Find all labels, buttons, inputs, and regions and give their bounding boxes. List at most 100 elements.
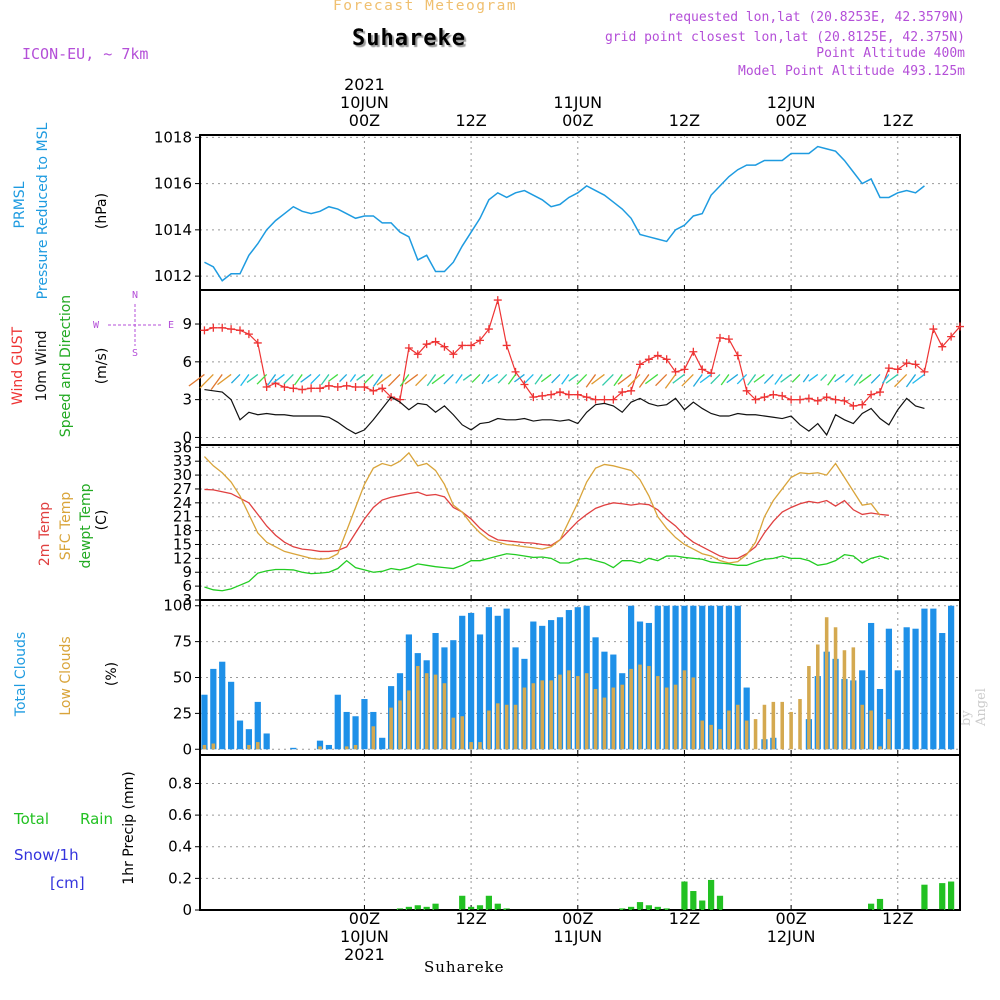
watermark: by Angel: [959, 688, 989, 726]
total-cloud-bar: [894, 670, 901, 750]
y-tick-label: 24: [173, 494, 192, 512]
wind-arrow: [791, 373, 801, 383]
total-cloud-bar: [485, 607, 492, 750]
low-cloud-bar: [469, 742, 473, 750]
y-tick-label: 12: [173, 549, 192, 567]
low-cloud-bar: [878, 746, 882, 750]
total-cloud-bar: [814, 676, 821, 750]
total-cloud-bar: [583, 605, 590, 750]
wind-arrow: [753, 373, 765, 383]
low-cloud-bar: [620, 684, 624, 750]
time-label-line: 12Z: [668, 909, 701, 928]
pressure-line: [204, 145, 925, 282]
low-cloud-bar: [442, 683, 447, 750]
total-cloud-bar: [352, 716, 359, 750]
gust-marker: [653, 351, 662, 360]
gust-marker: [751, 395, 760, 404]
wind-arrow: [534, 374, 543, 385]
wind-arrow: [844, 373, 854, 383]
total-cloud-bar: [565, 610, 572, 750]
gust-marker: [573, 390, 582, 399]
low-cloud-bar: [371, 726, 376, 750]
gust-marker: [938, 342, 947, 351]
y-tick-label: 36: [173, 438, 192, 456]
gust-marker: [360, 383, 369, 392]
total-cloud-bar: [699, 605, 706, 750]
gust-marker: [787, 395, 796, 404]
compass-arrows: [108, 304, 162, 346]
total-cloud-bar: [405, 634, 412, 750]
panel-frame: [199, 599, 961, 756]
time-label-line: 11JUN: [553, 927, 603, 946]
gust-marker: [262, 383, 271, 392]
wind-arrow: [497, 373, 508, 384]
gust-marker: [671, 367, 680, 376]
low-cloud-bar: [593, 688, 598, 750]
low-cloud-bar: [451, 717, 456, 750]
low-cloud-bar: [540, 680, 544, 750]
gust-marker: [956, 322, 964, 331]
total-cloud-bar: [476, 634, 484, 750]
total-cloud-bar: [325, 744, 332, 750]
requested-coords: requested lon,lat (20.8253E, 42.3579N): [667, 10, 965, 25]
gust-marker: [689, 347, 698, 356]
wind-arrow: [692, 374, 703, 387]
temp-2m-label: 2m Temp: [37, 501, 53, 567]
wind-arrow: [283, 373, 294, 385]
gust-marker: [813, 396, 822, 405]
pressure-label-2: Pressure Reduced to MSL: [35, 122, 51, 300]
wind-arrow: [710, 373, 721, 385]
wind-arrow: [617, 373, 632, 385]
low-cloud-bar: [344, 746, 349, 750]
y-tick-label: 0.8: [168, 774, 192, 792]
y-tick-label: 6: [182, 353, 192, 371]
gust-marker: [476, 336, 484, 345]
grid-point-coords: grid point closest lon,lat (20.8125E, 42…: [604, 30, 965, 45]
wind-arrow: [576, 373, 588, 385]
total-cloud-bar: [708, 605, 715, 750]
wind-arrow: [426, 374, 437, 387]
wind-arrow: [655, 373, 668, 387]
wind-arrow: [310, 373, 321, 385]
low-cloud-bar: [558, 674, 562, 750]
wind-arrow: [455, 374, 463, 384]
total-cloud-bar: [316, 740, 324, 750]
time-label: 00Z 12JUN: [746, 910, 836, 946]
gust-marker: [511, 367, 520, 376]
total-cloud-bar: [672, 605, 679, 750]
y-tick-label: 18: [173, 522, 192, 540]
wind-arrow: [339, 373, 348, 383]
y-tick-label: 1012: [154, 267, 192, 285]
y-tick-label: 100: [163, 597, 192, 615]
low-cloud-bar: [771, 701, 776, 750]
gust-marker: [227, 325, 236, 334]
y-tick-label: 1016: [154, 175, 192, 193]
low-cloud-bar: [762, 704, 767, 750]
wind-arrow: [399, 374, 410, 387]
pressure-label-1: PRMSL: [12, 181, 28, 229]
wind-arrow: [834, 373, 845, 383]
time-label-line: 10JUN: [340, 927, 389, 946]
time-label-line: 12Z: [455, 909, 487, 928]
wind-arrow: [471, 373, 481, 383]
time-label-line: 00Z: [348, 111, 381, 130]
y-tick-label: 0.6: [168, 806, 192, 824]
time-label-line: 2021: [344, 75, 385, 94]
wind-arrow: [601, 373, 614, 386]
time-label: 12JUN 00Z: [746, 94, 836, 130]
low-cloud-bar: [869, 710, 873, 750]
wind-arrow: [551, 373, 561, 384]
low-cloud-bar: [691, 677, 696, 750]
gust-marker: [316, 384, 324, 393]
wind-arrow: [217, 373, 232, 386]
y-tick-label: 50: [173, 669, 192, 687]
gust-marker: [742, 386, 751, 395]
wind-arrow: [763, 373, 774, 384]
time-label-line: 12Z: [882, 111, 914, 130]
gust-marker: [502, 341, 511, 350]
wind-arrow: [644, 373, 659, 385]
total-cloud-bar: [574, 607, 581, 750]
gust-marker: [431, 337, 440, 346]
low-cloud-bar: [549, 680, 553, 750]
